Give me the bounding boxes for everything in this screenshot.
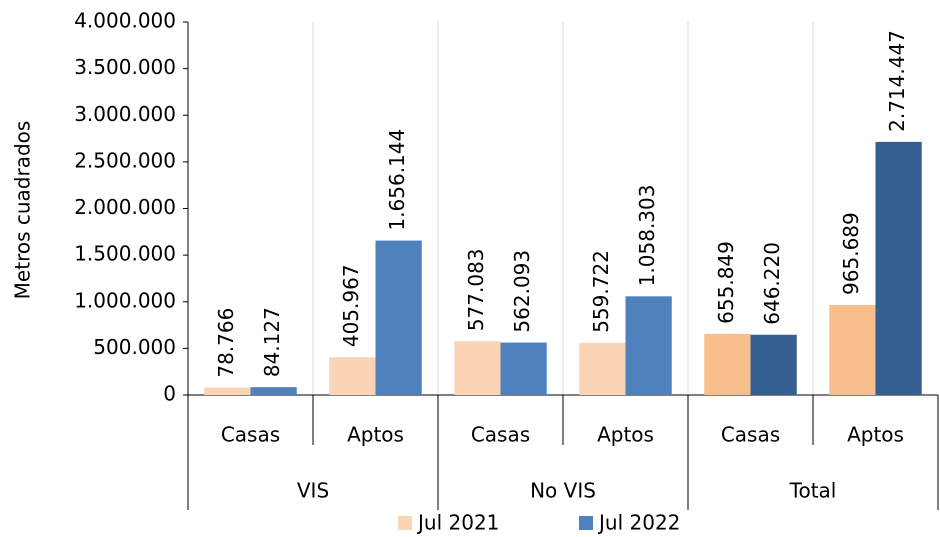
x-tick-label: Casas bbox=[721, 423, 780, 447]
data-label: 1.656.144 bbox=[385, 129, 409, 231]
legend-swatch bbox=[579, 516, 593, 530]
bar bbox=[204, 387, 251, 395]
group-label: Total bbox=[789, 479, 837, 503]
bar bbox=[625, 296, 672, 395]
bar bbox=[375, 240, 422, 395]
bar bbox=[454, 341, 501, 395]
y-tick-label: 4.000.000 bbox=[74, 9, 176, 33]
data-label: 559.722 bbox=[589, 250, 613, 333]
bar bbox=[750, 334, 797, 395]
y-tick-label: 2.500.000 bbox=[74, 148, 176, 172]
x-tick-label: Aptos bbox=[597, 423, 654, 447]
y-axis-label: Metros cuadrados bbox=[11, 121, 35, 300]
data-label: 405.967 bbox=[339, 264, 363, 347]
bar bbox=[829, 304, 876, 395]
data-label: 562.093 bbox=[510, 250, 534, 333]
bar bbox=[579, 342, 626, 395]
bar bbox=[250, 387, 297, 395]
y-tick-label: 3.500.000 bbox=[74, 55, 176, 79]
legend-label: Jul 2021 bbox=[416, 511, 499, 535]
data-label: 1.058.303 bbox=[635, 185, 659, 287]
legend-swatch bbox=[398, 516, 412, 530]
legend-label: Jul 2022 bbox=[597, 511, 680, 535]
bar bbox=[329, 357, 376, 395]
y-tick-label: 0 bbox=[163, 382, 176, 406]
bar bbox=[875, 141, 922, 395]
data-label: 646.220 bbox=[760, 242, 784, 325]
x-tick-label: Casas bbox=[221, 423, 280, 447]
data-label: 577.083 bbox=[464, 248, 488, 331]
data-label: 655.849 bbox=[714, 241, 738, 324]
y-tick-label: 1.000.000 bbox=[74, 288, 176, 312]
y-tick-label: 1.500.000 bbox=[74, 242, 176, 266]
group-label: No VIS bbox=[530, 479, 596, 503]
x-tick-label: Aptos bbox=[847, 423, 904, 447]
group-label: VIS bbox=[297, 479, 329, 503]
x-tick-label: Aptos bbox=[347, 423, 404, 447]
y-tick-label: 2.000.000 bbox=[74, 195, 176, 219]
data-label: 965.689 bbox=[839, 212, 863, 295]
data-label: 84.127 bbox=[260, 307, 284, 377]
bar bbox=[500, 342, 547, 395]
y-tick-label: 500.000 bbox=[93, 335, 176, 359]
bar bbox=[704, 333, 751, 395]
data-label: 2.714.447 bbox=[885, 30, 909, 132]
data-label: 78.766 bbox=[214, 308, 238, 378]
y-tick-label: 3.000.000 bbox=[74, 102, 176, 126]
x-tick-label: Casas bbox=[471, 423, 530, 447]
